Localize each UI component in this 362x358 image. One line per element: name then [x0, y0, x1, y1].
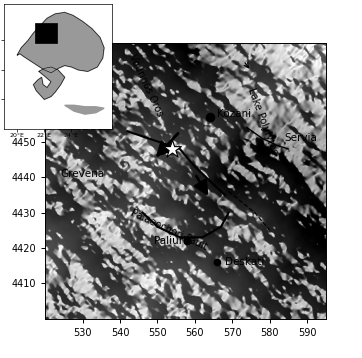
Text: Grevena: Grevena [60, 169, 104, 179]
Text: Palaeochori Fault: Palaeochori Fault [129, 208, 209, 252]
Point [214, 259, 220, 265]
Bar [35, 23, 56, 43]
Polygon shape [65, 105, 104, 114]
Text: Deskati: Deskati [225, 257, 264, 267]
Text: Lake Polyfytos: Lake Polyfytos [245, 86, 279, 155]
Text: Paliuria: Paliuria [154, 236, 192, 246]
Point [185, 238, 190, 244]
Polygon shape [17, 13, 104, 73]
Point [169, 146, 175, 152]
Polygon shape [33, 67, 65, 100]
Text: Servia: Servia [285, 134, 317, 144]
Text: Vourinos Oros: Vourinos Oros [127, 53, 165, 118]
Point [207, 114, 213, 120]
Text: Kozani: Kozani [217, 108, 252, 118]
